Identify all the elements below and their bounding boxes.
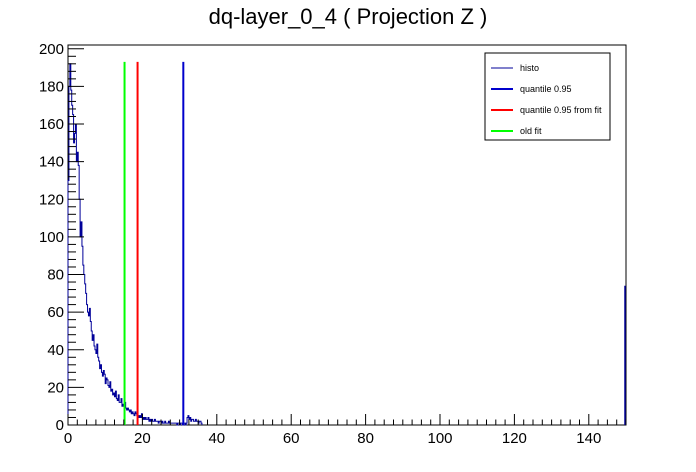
- axes-ticks: 0 20 40 60 80 100 120 140 0 20 40 60 80 100 120 140 160 1…: [39, 41, 627, 447]
- legend-label-histo: histo: [520, 63, 539, 73]
- vertical-markers: [123, 61, 185, 425]
- histogram-series: [67, 63, 626, 426]
- legend-label-old-fit: old fit: [520, 126, 542, 136]
- legend-label-quantile-fit: quantile 0.95 from fit: [520, 105, 602, 115]
- y-tick-label: 0: [56, 417, 64, 434]
- x-tick-label: 140: [576, 430, 601, 447]
- x-tick-label: 20: [134, 430, 151, 447]
- y-tick-label: 180: [39, 78, 64, 95]
- chart-title: dq-layer_0_4 ( Projection Z ): [209, 4, 488, 29]
- y-tick-label: 120: [39, 191, 64, 208]
- x-tick-label: 40: [208, 430, 225, 447]
- x-tick-label: 100: [427, 430, 452, 447]
- y-tick-label: 200: [39, 41, 64, 58]
- legend-label-quantile: quantile 0.95: [520, 84, 572, 94]
- y-tick-label: 160: [39, 116, 64, 133]
- x-tick-label: 0: [64, 430, 72, 447]
- histo-line: [67, 63, 203, 426]
- legend: histo quantile 0.95 quantile 0.95 from f…: [484, 52, 611, 141]
- y-tick-label: 40: [47, 342, 64, 359]
- y-tick-label: 60: [47, 304, 64, 321]
- y-tick-label: 80: [47, 267, 64, 284]
- y-tick-label: 140: [39, 154, 64, 171]
- y-tick-label: 100: [39, 229, 64, 246]
- x-tick-label: 80: [357, 430, 374, 447]
- legend-box: [484, 52, 611, 141]
- x-tick-label: 120: [502, 430, 527, 447]
- y-tick-label: 20: [47, 379, 64, 396]
- x-tick-label: 60: [283, 430, 300, 447]
